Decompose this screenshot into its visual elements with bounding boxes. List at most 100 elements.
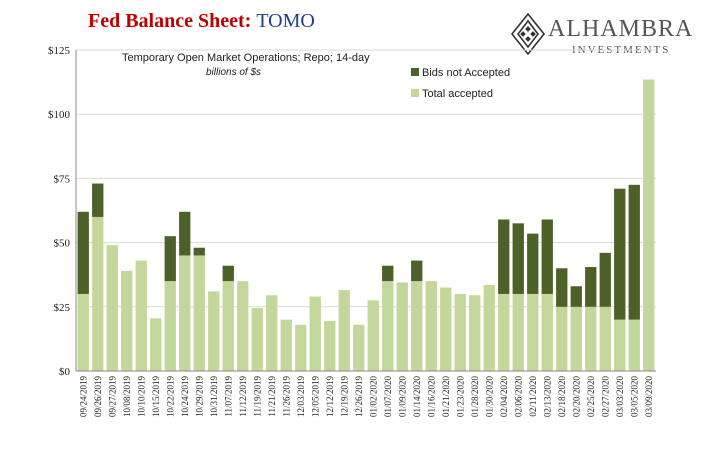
bar-accepted — [599, 306, 611, 371]
bar-not-accepted — [193, 247, 205, 256]
bar-accepted — [237, 281, 249, 371]
title-separator: : — [244, 10, 257, 32]
x-tick-label: 02/04/2020 — [499, 376, 509, 418]
bar-accepted — [498, 293, 510, 371]
x-tick-label: 01/02/2020 — [368, 376, 378, 418]
bar-accepted — [106, 245, 118, 371]
bar-accepted — [512, 293, 524, 371]
x-tick-label: 01/30/2020 — [484, 376, 494, 418]
x-tick-label: 01/07/2020 — [383, 376, 393, 418]
x-tick-label: 10/22/2019 — [165, 376, 175, 418]
bar-not-accepted — [541, 219, 553, 294]
alhambra-logo: ALHAMBRA INVESTMENTS — [510, 12, 700, 60]
bar-accepted — [628, 319, 640, 371]
bar-accepted — [367, 300, 379, 371]
bar-accepted — [309, 296, 321, 371]
bar-accepted — [77, 293, 89, 371]
x-tick-label: 12/26/2019 — [354, 376, 364, 418]
x-tick-label: 02/18/2020 — [557, 376, 567, 418]
x-tick-label: 11/19/2019 — [252, 376, 262, 417]
bar-accepted — [411, 281, 423, 371]
x-tick-label: 11/12/2019 — [238, 376, 248, 417]
bar-accepted — [179, 255, 191, 371]
y-tick-label: $50 — [54, 238, 71, 250]
x-tick-label: 10/08/2019 — [122, 376, 132, 418]
legend-swatch-accepted — [411, 89, 419, 97]
bar-accepted — [280, 319, 292, 371]
bar-accepted — [135, 260, 147, 371]
bar-accepted — [440, 287, 452, 371]
y-tick-label: $75 — [54, 173, 71, 185]
x-tick-label: 01/14/2020 — [412, 376, 422, 418]
bar-accepted — [483, 284, 495, 371]
bar-not-accepted — [411, 260, 423, 282]
x-tick-label: 01/09/2020 — [397, 376, 407, 418]
bar-not-accepted — [498, 219, 510, 294]
bar-accepted — [251, 308, 263, 371]
legend: Bids not Accepted Total accepted — [411, 67, 510, 100]
y-tick-label: $25 — [54, 302, 71, 314]
logo-name: ALHAMBRA — [548, 16, 694, 42]
bar-accepted — [150, 318, 162, 371]
bar-accepted — [382, 281, 394, 371]
legend-label-not-accepted: Bids not Accepted — [422, 67, 510, 79]
x-tick-label: 10/10/2019 — [136, 376, 146, 418]
bar-not-accepted — [628, 184, 640, 320]
x-tick-label: 09/24/2019 — [78, 376, 88, 418]
bar-not-accepted — [585, 266, 597, 307]
x-tick-label: 03/03/2020 — [615, 376, 625, 418]
bar-accepted — [92, 216, 104, 371]
x-tick-label: 02/20/2020 — [571, 376, 581, 418]
bar-accepted — [585, 306, 597, 371]
bar-accepted — [164, 281, 176, 371]
y-tick-label: $0 — [59, 366, 71, 378]
x-tick-label: 01/21/2020 — [441, 376, 451, 418]
bar-not-accepted — [527, 233, 539, 294]
x-tick-label: 02/06/2020 — [513, 376, 523, 418]
bar-accepted — [469, 295, 481, 371]
alhambra-diamond-icon — [510, 12, 546, 56]
bar-not-accepted — [382, 265, 394, 282]
x-tick-label: 03/05/2020 — [629, 376, 639, 418]
title-main: Fed Balance Sheet — [88, 10, 245, 32]
x-tick-label: 03/09/2020 — [644, 376, 654, 418]
bar-accepted — [324, 320, 336, 371]
bars — [77, 79, 655, 372]
bar-accepted — [425, 281, 437, 371]
bar-accepted — [541, 293, 553, 371]
bar-accepted — [295, 324, 307, 371]
x-tick-label: 01/23/2020 — [455, 376, 465, 418]
bar-not-accepted — [614, 188, 626, 320]
x-tick-label: 10/24/2019 — [180, 376, 190, 418]
chart-title: Fed Balance Sheet: TOMO — [88, 10, 315, 33]
x-tick-label: 11/26/2019 — [281, 376, 291, 417]
y-tick-labels: $0 $25 $50 $75 $100 $125 — [48, 45, 71, 378]
bar-accepted — [614, 319, 626, 371]
bar-accepted — [396, 282, 408, 371]
x-tick-label: 11/07/2019 — [223, 376, 233, 417]
bar-not-accepted — [512, 223, 524, 294]
bar-accepted — [338, 290, 350, 371]
x-tick-label: 10/31/2019 — [209, 376, 219, 418]
bar-accepted — [208, 291, 220, 371]
chart-units: billions of $s — [206, 67, 261, 78]
y-tick-label: $100 — [48, 109, 71, 121]
x-tick-label: 02/27/2020 — [600, 376, 610, 418]
x-tick-label: 02/13/2020 — [542, 376, 552, 418]
title-sub: TOMO — [256, 10, 315, 32]
x-tick-label: 12/05/2019 — [310, 376, 320, 418]
x-tick-label: 12/03/2019 — [296, 376, 306, 418]
bar-not-accepted — [92, 183, 104, 217]
bar-accepted — [353, 324, 365, 371]
bar-accepted — [266, 295, 278, 371]
bar-not-accepted — [556, 268, 568, 307]
x-tick-label: 12/12/2019 — [325, 376, 335, 418]
x-tick-label: 01/16/2020 — [426, 376, 436, 418]
bar-accepted — [556, 306, 568, 371]
x-tick-labels: 09/24/2019 09/26/2019 09/27/2019 10/08/2019… — [78, 376, 654, 418]
legend-label-accepted: Total accepted — [422, 88, 493, 100]
bar-not-accepted — [164, 236, 176, 282]
y-tick-label: $125 — [48, 45, 71, 57]
bar-not-accepted — [570, 286, 582, 307]
x-tick-label: 10/15/2019 — [151, 376, 161, 418]
